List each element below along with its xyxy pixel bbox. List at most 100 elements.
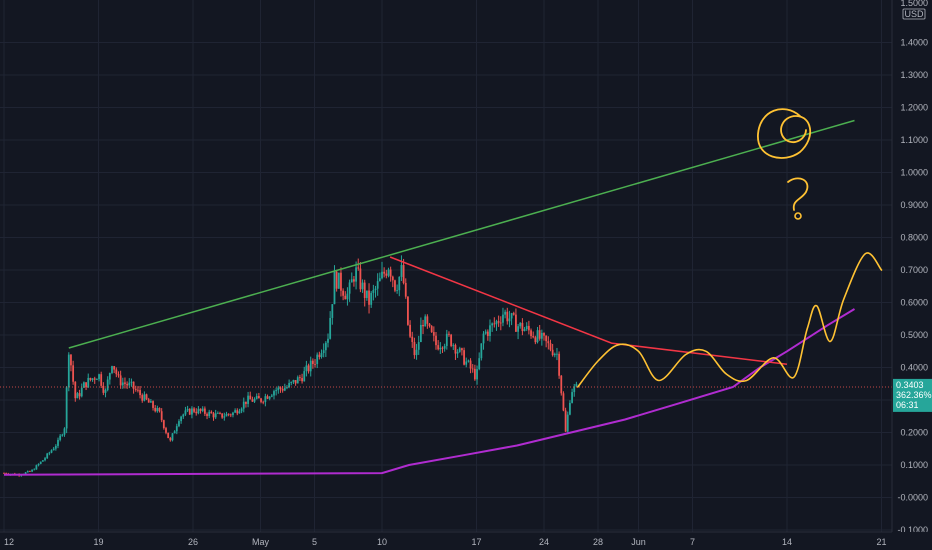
y-tick-label: 0.5000 — [900, 330, 928, 340]
candle-body — [165, 428, 167, 433]
candle-body — [396, 290, 399, 291]
candle-body — [532, 336, 535, 338]
candle-body — [169, 438, 172, 441]
candle-body — [318, 354, 321, 358]
candle-body — [59, 435, 62, 440]
candle-body — [394, 280, 396, 291]
candle-body — [273, 391, 275, 396]
candle-body — [184, 410, 187, 415]
y-tick-label: 0.6000 — [900, 298, 928, 308]
candle-body — [132, 381, 135, 389]
candle-body — [63, 428, 66, 435]
candle-body — [54, 445, 57, 449]
green-trendline[interactable] — [68, 119, 855, 349]
candle-body — [182, 414, 185, 417]
candle-body — [489, 325, 491, 336]
candle-body — [65, 387, 68, 429]
drawing-layer[interactable] — [0, 108, 892, 476]
candle-body — [471, 368, 474, 370]
candle-body — [443, 345, 446, 349]
candle-body — [214, 413, 217, 418]
candle-body — [409, 324, 411, 337]
candle-body — [385, 273, 388, 276]
candle-body — [467, 360, 470, 362]
candle-body — [128, 382, 131, 386]
candle-body — [242, 401, 245, 409]
annotation-question-dot — [794, 212, 802, 220]
moving-average-line[interactable] — [3, 308, 856, 476]
candle-body — [564, 410, 567, 432]
candle-body — [383, 271, 386, 274]
candle-body — [249, 395, 252, 400]
candle-body — [558, 353, 561, 376]
candle-body — [411, 336, 414, 342]
candle-body — [44, 458, 46, 461]
candle-body — [301, 378, 303, 382]
x-tick-label: 28 — [593, 537, 603, 547]
candle-body — [534, 337, 537, 343]
candle-body — [562, 393, 565, 411]
candle-body — [67, 354, 70, 388]
candle-body — [549, 343, 552, 350]
candle-body — [417, 342, 420, 350]
candle-body — [566, 414, 569, 432]
y-tick-label: 1.3000 — [900, 70, 928, 80]
candle-body — [270, 395, 273, 397]
red-trendline[interactable] — [389, 256, 788, 366]
annotation-question-mark — [787, 177, 809, 211]
candle-body — [480, 343, 483, 359]
candle-body — [191, 408, 193, 415]
candle-body — [335, 271, 338, 289]
candle-body — [573, 386, 576, 393]
candle-body — [435, 335, 437, 346]
currency-label: USD — [904, 9, 924, 19]
yellow-projection-line[interactable] — [577, 252, 883, 388]
y-tick-label: 1.2000 — [900, 103, 928, 113]
candle-body — [525, 325, 528, 330]
candle-body — [80, 387, 83, 397]
candle-body — [91, 378, 94, 380]
candle-body — [510, 313, 513, 319]
x-tick-label: Jun — [631, 537, 646, 547]
candle-body — [72, 365, 75, 382]
candle-body — [48, 452, 51, 454]
candle-body — [33, 469, 36, 471]
candle-body — [521, 322, 524, 332]
candle-body — [283, 388, 286, 391]
currency-badge[interactable] — [902, 8, 926, 20]
candle-body — [93, 378, 96, 380]
candle-body — [210, 411, 213, 414]
candle-body — [340, 272, 342, 291]
candle-body — [331, 304, 334, 318]
candle-body — [448, 333, 450, 335]
candle-body — [504, 311, 507, 315]
candle-body — [303, 371, 306, 382]
candle-body — [342, 290, 345, 296]
candle-body — [437, 345, 440, 350]
annotation-six — [757, 108, 811, 159]
candle-body — [87, 377, 90, 388]
candle-body — [149, 401, 152, 403]
candle-body — [523, 329, 526, 332]
candle-body — [458, 348, 461, 352]
candle-body — [309, 360, 312, 372]
candle-body — [257, 396, 260, 399]
candle-body — [556, 353, 558, 355]
y-tick-label: 1.4000 — [900, 38, 928, 48]
candle-body — [70, 354, 72, 366]
candle-body — [130, 381, 133, 383]
candle-body — [499, 322, 502, 324]
x-tick-label: May — [252, 537, 270, 547]
current-price-tag[interactable] — [893, 378, 932, 412]
candle-body — [104, 389, 107, 393]
candle-body — [134, 388, 137, 390]
candle-body — [46, 453, 49, 459]
candle-body — [266, 396, 269, 399]
candle-body — [365, 290, 368, 298]
candle-body — [117, 374, 120, 376]
candle-body — [262, 401, 265, 403]
candle-body — [175, 426, 178, 432]
candle-body — [61, 434, 64, 436]
